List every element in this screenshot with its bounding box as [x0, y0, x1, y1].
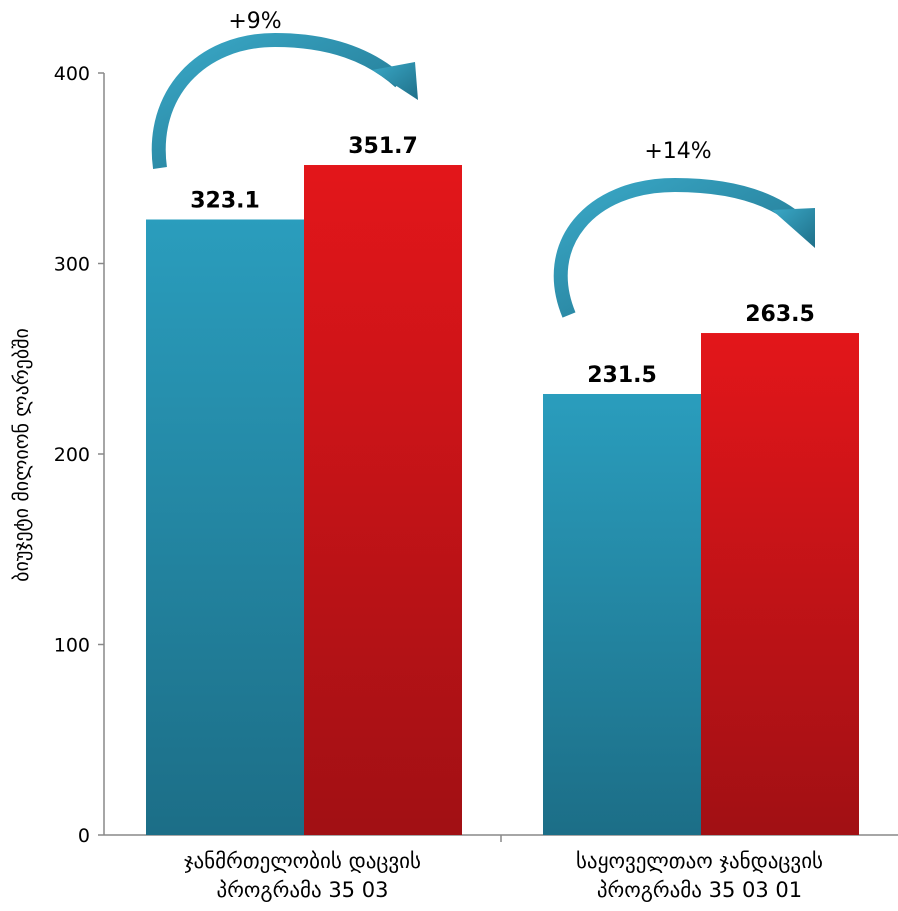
y-tick-label: 400: [54, 63, 90, 85]
y-ticks: 0 100 200 300 400: [54, 63, 104, 847]
y-tick-label: 0: [78, 825, 90, 847]
growth-arrows: +9% +14%: [151, 9, 815, 318]
x-labels: ჯანმრთელობის დაცვის პროგრამა 35 03 საყოველ…: [184, 849, 823, 902]
category-label: პროგრამა 35 03 01: [597, 878, 802, 902]
bar-series-2-category-2: [701, 333, 859, 835]
data-labels: 323.1 351.7 231.5 263.5: [190, 134, 815, 388]
data-label: 263.5: [745, 302, 815, 327]
y-tick-label: 200: [54, 444, 90, 466]
bar-series-2-category-1: [304, 165, 462, 836]
category-label: ჯანმრთელობის დაცვის: [184, 849, 421, 873]
bar-series-1-category-1: [146, 219, 304, 835]
growth-arrow-2: +14%: [553, 139, 815, 318]
data-label: 323.1: [190, 188, 260, 213]
bars: [146, 165, 859, 836]
growth-label-1: +9%: [228, 9, 281, 34]
y-axis-label: ბიუჯეტი მილიონ ლარებში: [9, 328, 33, 582]
growth-label-2: +14%: [644, 139, 711, 164]
y-tick-label: 100: [54, 635, 90, 657]
data-label: 231.5: [587, 363, 657, 388]
category-label: პროგრამა 35 03: [217, 878, 389, 902]
y-tick-label: 300: [54, 254, 90, 276]
category-label: საყოველთაო ჯანდაცვის: [576, 849, 823, 873]
data-label: 351.7: [348, 134, 418, 159]
bar-series-1-category-2: [543, 393, 701, 835]
growth-arrow-1: +9%: [151, 9, 418, 169]
